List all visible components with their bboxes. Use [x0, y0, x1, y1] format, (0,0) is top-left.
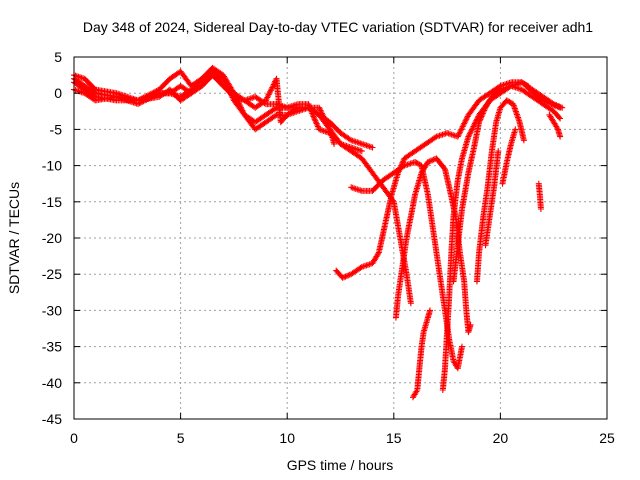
y-axis-label: SDTVAR / TECUs: [6, 182, 22, 294]
series-track-b: [71, 68, 376, 151]
grid: [74, 57, 607, 419]
series-markers: [71, 68, 376, 151]
series-track-l: [482, 148, 502, 249]
y-tick-label: -35: [42, 339, 62, 355]
chart-title: Day 348 of 2024, Sidereal Day-to-day VTE…: [83, 19, 593, 35]
y-tick-label: -15: [42, 194, 62, 210]
series-track-m: [499, 126, 519, 187]
axis-ticks: 0 5 10 15 20 25 5 0 -5 -10 -15 -20 -25 -30 -35 -40 -45: [42, 49, 615, 446]
series-track-e: [348, 159, 465, 372]
series-track-o: [546, 111, 564, 140]
y-tick-label: -25: [42, 266, 62, 282]
series-markers: [450, 83, 564, 285]
series-markers: [535, 180, 544, 212]
series-markers: [546, 111, 564, 140]
x-tick-label: 5: [177, 430, 185, 446]
series-track-j: [450, 83, 564, 285]
series-track-h: [410, 307, 433, 401]
x-tick-label: 0: [70, 430, 78, 446]
x-tick-label: 15: [386, 430, 402, 446]
series-markers: [392, 155, 474, 336]
series-track-n: [523, 83, 564, 111]
x-tick-label: 10: [279, 430, 295, 446]
x-axis-label: GPS time / hours: [287, 457, 394, 473]
y-tick-label: -45: [42, 411, 62, 427]
y-tick-label: -20: [42, 230, 62, 246]
series-markers: [473, 97, 527, 285]
y-tick-label: -30: [42, 302, 62, 318]
y-tick-label: 0: [54, 85, 62, 101]
y-tick-label: -5: [50, 121, 63, 137]
series-markers: [348, 159, 465, 372]
y-tick-label: -40: [42, 375, 62, 391]
series-track-f: [333, 79, 532, 281]
data-series-layer: [71, 64, 566, 401]
y-tick-label: 5: [54, 49, 62, 65]
series-track-k: [473, 97, 527, 285]
series-markers: [499, 126, 519, 187]
series-track-p: [535, 180, 544, 212]
x-tick-label: 25: [599, 430, 615, 446]
series-markers: [523, 83, 564, 111]
series-markers: [482, 148, 502, 249]
series-track-g: [392, 155, 474, 336]
x-tick-label: 20: [493, 430, 509, 446]
y-tick-label: -10: [42, 158, 62, 174]
series-markers: [333, 79, 532, 281]
series-markers: [410, 307, 433, 401]
